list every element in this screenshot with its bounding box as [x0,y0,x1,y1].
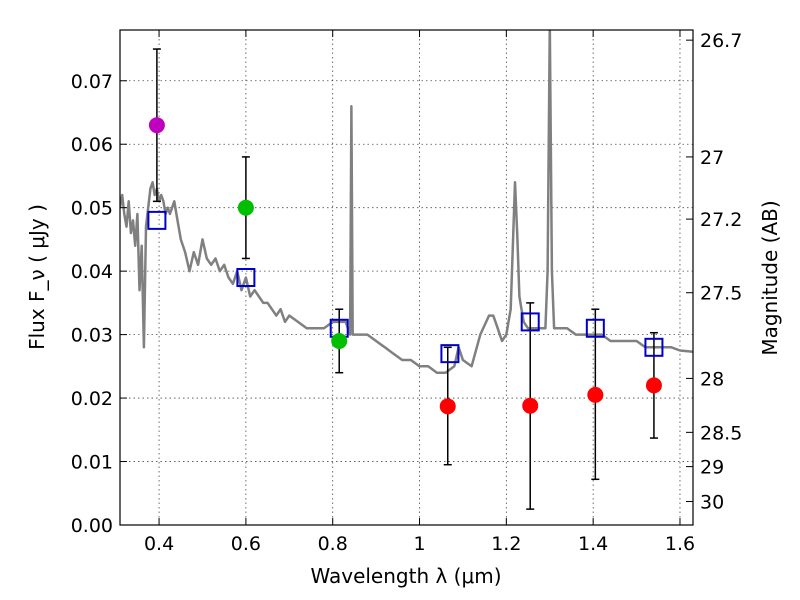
x-tick-label: 1.2 [491,533,521,555]
y-tick-label: 0.03 [71,325,113,347]
mag-tick-label: 29 [700,457,724,479]
sed-line [120,30,693,374]
square-layer [147,210,664,364]
grid-layer [120,30,693,525]
observed-flux-dot [522,397,539,414]
axis-layer: 0.4 0.6 0.8 1 1.2 1.4 1.6 0.00 0.01 0.02 0.03 0.04 0… [71,30,742,555]
y-tick-label: 0.07 [71,71,113,93]
model-photometry-square [644,337,664,357]
observed-flux-dot [331,332,348,349]
model-photometry-square [147,210,167,230]
model-photometry-square [585,318,605,338]
y-tick-label: 0.02 [71,388,113,410]
y-tick-label: 0.04 [71,261,113,283]
dot-layer [148,117,662,415]
mag-tick-label: 28.5 [700,422,742,444]
x-axis-label: Wavelength λ (μm) [310,564,501,588]
x-tick-label: 0.8 [318,533,348,555]
observed-flux-dot [439,398,456,415]
y-tick-label: 0.06 [71,134,113,156]
plot-frame [119,29,694,526]
y-axis-label-right: Magnitude (AB) [758,200,782,355]
observed-flux-dot [148,117,165,134]
observed-flux-dot [645,377,662,394]
mag-tick-label: 28 [700,368,724,390]
y-tick-label: 0.00 [71,515,113,537]
mag-tick-label: 30 [700,492,724,514]
sed-layer [120,30,693,374]
x-tick-label: 1 [413,533,425,555]
observed-flux-dot [237,199,254,216]
mag-tick-label: 27.2 [700,209,742,231]
x-tick-label: 1.4 [578,533,608,555]
observed-flux-dot [587,386,604,403]
x-tick-label: 0.6 [231,533,261,555]
x-tick-label: 0.4 [144,533,174,555]
y-tick-label: 0.05 [71,198,113,220]
mag-tick-label: 27 [700,147,724,169]
x-tick-label: 1.6 [665,533,695,555]
model-photometry-square [520,312,540,332]
mag-tick-label: 27.5 [700,283,742,305]
model-photometry-square [440,344,460,364]
y-tick-label: 0.01 [71,452,113,474]
y-axis-label: Flux F_ν ( μJy ) [25,204,49,350]
model-photometry-square [236,268,256,287]
mag-tick-label: 26.7 [700,30,742,52]
